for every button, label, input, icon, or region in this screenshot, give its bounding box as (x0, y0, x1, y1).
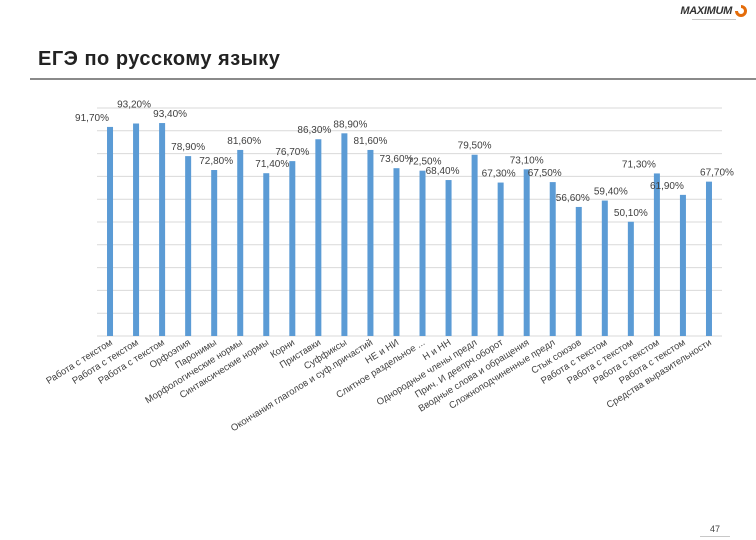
bar-value-label: 93,40% (153, 109, 187, 120)
bar-value-label: 78,90% (171, 142, 205, 153)
bar-value-label: 79,50% (458, 141, 492, 152)
bar-value-label: 71,40% (255, 159, 289, 170)
logo-swirl-icon (735, 5, 747, 17)
chart-bar (627, 221, 634, 336)
chart-bar (341, 133, 348, 336)
chart-bar (575, 206, 582, 336)
bar-value-label: 81,60% (353, 136, 387, 147)
bar-value-label: 88,90% (333, 119, 367, 130)
chart-bar (289, 161, 296, 336)
page-number-rule (700, 536, 730, 537)
bar-value-label: 91,70% (75, 113, 109, 124)
chart-bars (107, 123, 712, 336)
bar-value-label: 67,70% (700, 168, 734, 179)
chart-gridlines (97, 107, 722, 337)
chart-bar (159, 123, 166, 336)
page-title: ЕГЭ по русскому языку (38, 48, 281, 70)
chart-bar (237, 149, 244, 336)
chart-bar (497, 182, 504, 336)
chart-bar (705, 181, 712, 336)
bar-value-label: 81,60% (227, 136, 261, 147)
bar-value-label: 76,70% (275, 147, 309, 158)
bar-value-label: 56,60% (556, 193, 590, 204)
bar-value-label: 93,20% (117, 100, 151, 111)
bar-value-label: 72,50% (408, 157, 442, 168)
chart-bar (445, 180, 452, 336)
title-divider (30, 78, 756, 80)
chart-bar (679, 194, 686, 336)
chart-bar (601, 200, 608, 336)
chart-bar (133, 123, 140, 336)
chart-bar (419, 170, 426, 336)
logo-underline (692, 19, 736, 20)
chart-bar (211, 170, 218, 336)
logo-text: MAXIMUM (680, 5, 732, 17)
chart-bar (471, 154, 478, 336)
page-number: 47 (710, 524, 721, 534)
bar-value-label: 72,80% (199, 156, 233, 167)
bar-value-label: 67,50% (528, 168, 562, 179)
chart-bar (367, 149, 374, 336)
chart-bar (107, 126, 114, 336)
bar-value-label: 71,30% (622, 159, 656, 170)
bar-value-label: 86,30% (297, 125, 331, 136)
bar-value-label: 73,60% (380, 154, 414, 165)
bar-value-label: 50,10% (614, 208, 648, 219)
chart-bar (549, 182, 556, 336)
chart-bar (263, 173, 270, 336)
bar-value-label: 61,90% (650, 181, 684, 192)
bar-value-label: 67,30% (482, 169, 516, 180)
bar-value-label: 59,40% (594, 187, 628, 198)
chart-bar (393, 168, 400, 336)
brand-logo: MAXIMUM (680, 4, 748, 18)
bar-value-label: 68,40% (426, 166, 460, 177)
chart-bar (315, 139, 322, 336)
chart-bar (523, 169, 530, 336)
chart-bar (185, 156, 192, 336)
chart-bar (653, 173, 660, 336)
chart-value-labels: 91,70% 93,20%93,40% 78,90% 72,80% 81,60% 71,4… (75, 100, 734, 219)
bar-value-label: 73,10% (510, 155, 544, 166)
